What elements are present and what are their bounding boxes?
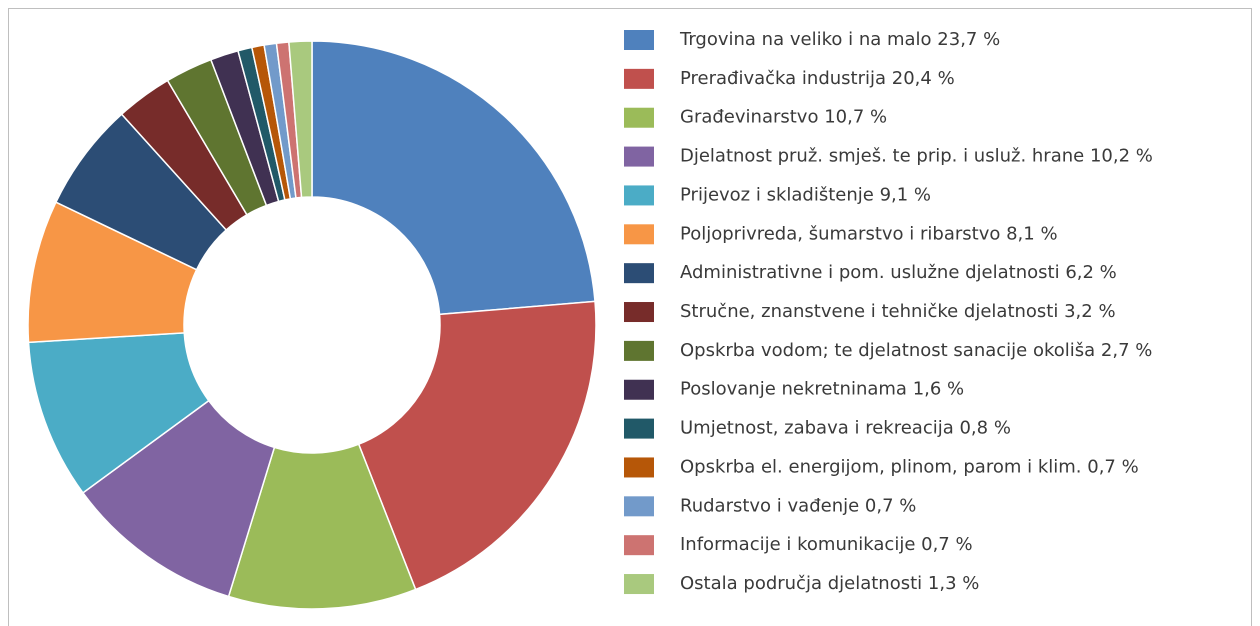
- legend-name: Građevinarstvo: [680, 107, 818, 128]
- legend-name: Stručne, znanstvene i tehničke djelatnos…: [680, 301, 1058, 322]
- donut-slice: [311, 40, 596, 316]
- legend-label: Administrativne i pom. uslužne djelatnos…: [680, 262, 1117, 283]
- legend-name: Trgovina na veliko i na malo: [679, 29, 932, 50]
- legend-label: Djelatnost pruž. smješ. te prip. i usluž…: [680, 146, 1153, 167]
- legend-name: Opskrba el. energijom, plinom, parom i k…: [680, 456, 1082, 477]
- legend-value: 9,1 %: [880, 184, 931, 205]
- legend-name: Prerađivačka industrija: [680, 68, 886, 89]
- legend-value: 1,3 %: [928, 573, 979, 594]
- legend-value: 20,4 %: [892, 68, 955, 89]
- legend-value: 3,2 %: [1064, 301, 1115, 322]
- legend-swatch: [624, 340, 654, 361]
- legend-name: Opskrba vodom; te djelatnost sanacije ok…: [680, 340, 1095, 361]
- donut-slice: [357, 300, 597, 591]
- legend-name: Prijevoz i skladištenje: [680, 184, 874, 205]
- legend-value: 23,7 %: [937, 29, 1000, 50]
- legend-name: Rudarstvo i vađenje: [680, 495, 859, 516]
- legend-swatch: [624, 224, 654, 245]
- legend-name: Poslovanje nekretninama: [680, 379, 907, 400]
- legend-label: Poljoprivreda, šumarstvo i ribarstvo 8,1…: [680, 223, 1058, 244]
- legend-value: 2,7 %: [1101, 340, 1152, 361]
- legend-swatch: [624, 263, 654, 284]
- legend-swatch: [624, 457, 654, 478]
- legend-label: Stručne, znanstvene i tehničke djelatnos…: [680, 301, 1116, 322]
- legend-name: Administrativne i pom. uslužne djelatnos…: [680, 262, 1060, 283]
- legend-name: Ostala područja djelatnosti: [680, 573, 922, 594]
- legend-swatch: [624, 496, 654, 517]
- legend-label: Građevinarstvo 10,7 %: [680, 107, 887, 128]
- legend-name: Poljoprivreda, šumarstvo i ribarstvo: [680, 223, 1000, 244]
- legend-value: 0,8 %: [959, 418, 1010, 439]
- legend-swatch: [624, 535, 654, 556]
- legend-swatch: [624, 574, 654, 595]
- legend-value: 0,7 %: [1087, 456, 1138, 477]
- legend-label: Ostala područja djelatnosti 1,3 %: [680, 573, 979, 594]
- legend-swatch: [624, 146, 654, 167]
- legend-swatch: [624, 418, 654, 439]
- legend-swatch: [624, 379, 654, 400]
- legend-swatch: [624, 68, 654, 89]
- legend-name: Informacije i komunikacije: [680, 534, 915, 555]
- legend-swatch: [624, 302, 654, 323]
- legend-label: Opskrba vodom; te djelatnost sanacije ok…: [680, 340, 1152, 361]
- legend-label: Informacije i komunikacije 0,7 %: [680, 534, 973, 555]
- legend-value: 0,7 %: [865, 495, 916, 516]
- legend-label: Umjetnost, zabava i rekreacija 0,8 %: [680, 418, 1011, 439]
- legend-value: 10,7 %: [824, 107, 887, 128]
- legend-name: Umjetnost, zabava i rekreacija: [680, 418, 954, 439]
- legend-label: Prerađivačka industrija 20,4 %: [680, 68, 955, 89]
- legend-value: 6,2 %: [1065, 262, 1116, 283]
- legend-value: 8,1 %: [1006, 223, 1057, 244]
- legend-name: Djelatnost pruž. smješ. te prip. i usluž…: [680, 146, 1084, 167]
- legend-label: Prijevoz i skladištenje 9,1 %: [680, 184, 931, 205]
- legend-value: 1,6 %: [913, 379, 964, 400]
- donut-slice: [288, 40, 313, 199]
- legend-label: Poslovanje nekretninama 1,6 %: [680, 379, 964, 400]
- legend-label: Trgovina na veliko i na malo 23,7 %: [679, 29, 1000, 50]
- legend-label: Rudarstvo i vađenje 0,7 %: [680, 495, 916, 516]
- legend-value: 0,7 %: [921, 534, 972, 555]
- legend-swatch: [624, 30, 654, 50]
- legend-swatch: [624, 185, 654, 206]
- chart-frame: [8, 8, 1252, 626]
- legend-label: Opskrba el. energijom, plinom, parom i k…: [680, 456, 1139, 477]
- legend-value: 10,2 %: [1090, 146, 1153, 167]
- legend-swatch: [624, 107, 654, 128]
